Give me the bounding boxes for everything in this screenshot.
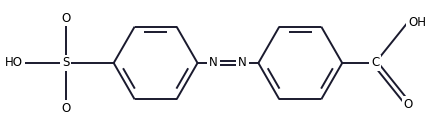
Text: N: N [237, 56, 246, 70]
Text: OH: OH [407, 15, 425, 28]
Text: S: S [62, 56, 69, 70]
Text: N: N [209, 56, 217, 70]
Text: O: O [61, 11, 70, 24]
Text: O: O [402, 98, 412, 111]
Text: O: O [61, 102, 70, 115]
Text: HO: HO [5, 56, 23, 70]
Text: C: C [370, 56, 378, 70]
